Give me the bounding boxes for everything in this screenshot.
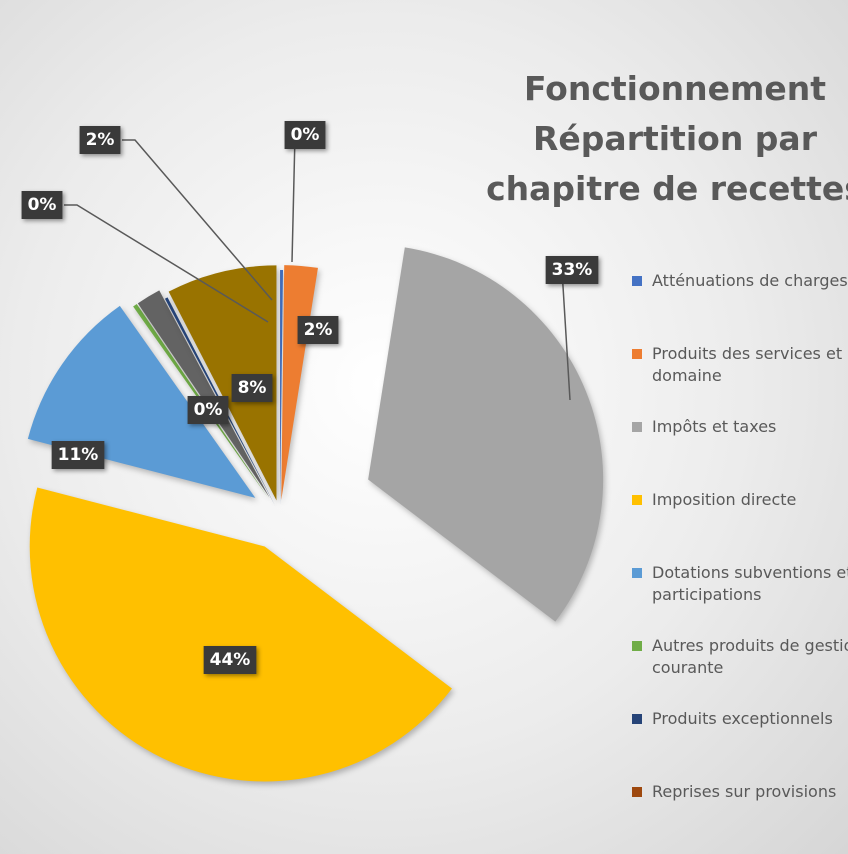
legend-swatch xyxy=(632,349,642,359)
legend-label: Autres produits de gestion courante xyxy=(652,636,848,677)
legend-label: Impôts et taxes xyxy=(652,417,777,436)
data-label-text: 2% xyxy=(86,130,115,150)
pie-slice xyxy=(137,290,270,498)
legend-swatch xyxy=(632,714,642,724)
legend-item: Impôts et taxes xyxy=(632,416,848,438)
legend-swatch xyxy=(632,276,642,286)
data-label: 8% xyxy=(231,374,273,402)
data-label: 0% xyxy=(21,191,63,219)
leader-line xyxy=(64,204,269,323)
data-label-text: 0% xyxy=(194,400,223,420)
chart-title: chapitre de recettes xyxy=(486,169,848,208)
pie-slice xyxy=(168,265,277,501)
data-label-box xyxy=(284,121,326,149)
data-label-box xyxy=(297,316,339,344)
legend-label: Produits des services et du domaine xyxy=(652,344,848,385)
data-label-text: 2% xyxy=(304,320,333,340)
data-label-box xyxy=(187,396,229,424)
legend-label: Produits exceptionnels xyxy=(652,709,833,728)
legend-label: Imposition directe xyxy=(652,490,797,509)
legend-item: Produits exceptionnels xyxy=(632,708,848,730)
data-label-box xyxy=(203,646,257,674)
pie-slice xyxy=(29,487,452,782)
data-label-box xyxy=(21,191,63,219)
legend-swatch xyxy=(632,495,642,505)
legend-label: Atténuations de charges xyxy=(652,271,848,290)
legend-item: Reprises sur provisions xyxy=(632,781,848,803)
chart-title: Répartition par xyxy=(533,119,818,158)
legend-swatch xyxy=(632,568,642,578)
data-label-box xyxy=(231,374,273,402)
data-label-text: 0% xyxy=(28,195,57,215)
legend-item: Imposition directe xyxy=(632,489,848,511)
data-label: 44% xyxy=(203,646,257,674)
legend-item: Autres produits de gestion courante xyxy=(632,635,848,679)
leader-line xyxy=(291,134,305,263)
legend-label: Reprises sur provisions xyxy=(652,782,837,801)
pie-slice xyxy=(368,247,604,622)
data-label-text: 8% xyxy=(238,378,267,398)
data-label: 33% xyxy=(545,256,599,284)
legend-swatch xyxy=(632,422,642,432)
data-label-text: 44% xyxy=(210,650,251,670)
legend-swatch xyxy=(632,641,642,651)
data-label-box xyxy=(79,126,121,154)
data-label-box xyxy=(51,441,105,469)
pie-slice xyxy=(280,270,284,506)
legend-swatch xyxy=(632,787,642,797)
leader-line xyxy=(122,139,273,301)
legend-item: Atténuations de charges xyxy=(632,270,848,292)
legend-item: Dotations subventions et participations xyxy=(632,562,848,606)
data-label-text: 33% xyxy=(552,260,593,280)
legend-label: Dotations subventions et participations xyxy=(652,563,848,604)
legend-item: Produits des services et du domaine xyxy=(632,343,848,387)
data-label-text: 11% xyxy=(58,445,99,465)
chart-title: Fonctionnement xyxy=(524,69,826,108)
data-label: 2% xyxy=(297,316,339,344)
pie-slice xyxy=(281,265,318,501)
data-label: 11% xyxy=(51,441,105,469)
data-label: 0% xyxy=(187,396,229,424)
data-label: 0% xyxy=(284,121,326,149)
data-label: 2% xyxy=(79,126,121,154)
data-label-box xyxy=(545,256,599,284)
data-label-text: 0% xyxy=(291,125,320,145)
